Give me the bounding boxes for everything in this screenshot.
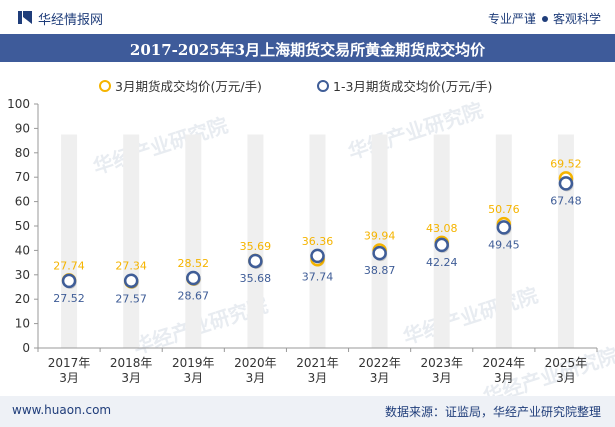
column-band (123, 134, 140, 348)
y-tick-label: 40 (15, 243, 30, 257)
data-label-march: 43.08 (426, 222, 458, 235)
column-band (247, 134, 264, 348)
data-label-march: 39.94 (364, 230, 396, 243)
y-tick-label: 10 (15, 317, 30, 331)
data-label-jan-mar: 28.67 (178, 289, 210, 302)
point-jan-mar (434, 237, 449, 253)
legend-label-march: 3月期货成交均价(万元/手) (115, 79, 262, 94)
footer-source: 数据来源：证监局，华经产业研究院整理 (384, 405, 601, 419)
column-band (61, 134, 78, 348)
x-tick-label: 2021年 (296, 356, 339, 370)
top-bar: 华经情报网 专业严谨 客观科学 (0, 0, 615, 34)
column-band (495, 134, 512, 348)
x-axis: 2017年3月2018年3月2019年3月2020年3月2021年3月2022年… (37, 347, 598, 385)
x-tick-label: 3月 (494, 371, 514, 385)
chart-legend: 3月期货成交均价(万元/手) 1-3月期货成交均价(万元/手) (0, 76, 615, 94)
data-label-march: 27.34 (115, 260, 147, 273)
data-label-jan-mar: 42.24 (426, 256, 458, 269)
title-bar: 2017-2025年3月上海期货交易所黄金期货成交均价 (0, 34, 615, 62)
point-jan-mar (496, 220, 512, 235)
x-tick-label: 3月 (308, 371, 328, 385)
slogan-left: 专业严谨 (487, 12, 536, 26)
x-tick-label: 3月 (432, 371, 452, 385)
point-jan-mar (248, 253, 263, 269)
data-label-march: 50.76 (488, 203, 520, 216)
x-tick-label: 2022年 (358, 356, 401, 370)
x-tick-label: 2024年 (483, 356, 526, 370)
data-label-jan-mar: 35.68 (240, 272, 272, 285)
data-points (61, 171, 574, 289)
data-label-jan-mar: 49.45 (488, 238, 520, 251)
data-label-jan-mar: 67.48 (550, 194, 582, 207)
column-band (309, 134, 326, 348)
x-tick-label: 2020年 (234, 356, 277, 370)
x-tick-label: 3月 (556, 371, 576, 385)
x-tick-label: 2025年 (545, 356, 588, 370)
y-axis: 0 10 20 30 40 50 60 70 80 90 100 (7, 97, 39, 355)
point-jan-mar (123, 273, 139, 288)
footer: www.huaon.com 数据来源：证监局，华经产业研究院整理 (0, 396, 615, 427)
x-tick-label: 2017年 (48, 356, 91, 370)
y-tick-label: 60 (15, 195, 30, 209)
x-tick-label: 3月 (370, 371, 390, 385)
footer-site: www.huaon.com (12, 403, 112, 417)
x-tick-label: 2023年 (420, 356, 463, 370)
point-jan-mar (372, 245, 387, 261)
slogan-dot-icon (541, 16, 548, 22)
brand-logo-icon (18, 11, 32, 24)
x-tick-label: 3月 (183, 371, 203, 385)
y-tick-label: 50 (15, 219, 30, 233)
chart-title: 2017-2025年3月上海期货交易所黄金期货成交均价 (129, 41, 486, 59)
brand-name: 华经情报网 (38, 13, 104, 28)
data-label-jan-mar: 27.57 (115, 292, 147, 305)
legend-item-march: 3月期货成交均价(万元/手) (99, 76, 262, 95)
data-label-march: 69.52 (550, 157, 582, 170)
y-tick-label: 100 (7, 97, 30, 111)
data-label-march: 28.52 (178, 257, 210, 270)
x-tick-label: 2019年 (172, 356, 215, 370)
x-tick-label: 2018年 (110, 356, 153, 370)
data-label-march: 27.74 (53, 259, 85, 272)
legend-marker-march-icon (99, 79, 111, 92)
data-label-jan-mar: 37.74 (302, 270, 334, 283)
slogan: 专业严谨 客观科学 (488, 10, 601, 27)
y-tick-label: 80 (15, 146, 30, 160)
legend-item-jan-mar: 1-3月期货成交均价(万元/手) (317, 76, 492, 95)
y-tick-label: 0 (22, 341, 30, 355)
legend-label-jan-mar: 1-3月期货成交均价(万元/手) (333, 79, 493, 94)
data-label-march: 36.36 (302, 235, 334, 248)
y-tick-label: 90 (15, 121, 30, 135)
point-jan-mar (61, 273, 77, 289)
point-jan-mar (558, 176, 574, 191)
data-label-march: 35.69 (240, 240, 272, 253)
y-tick-label: 20 (15, 292, 30, 306)
point-jan-mar (310, 248, 325, 264)
column-band (371, 134, 388, 348)
y-tick-label: 70 (15, 170, 30, 184)
column-band (185, 134, 202, 348)
data-label-jan-mar: 27.52 (53, 292, 85, 305)
x-tick-label: 3月 (59, 371, 79, 385)
legend-marker-jan-mar-icon (317, 79, 329, 92)
slogan-right: 客观科学 (552, 12, 601, 26)
y-tick-label: 30 (15, 268, 30, 282)
data-label-jan-mar: 38.87 (364, 264, 396, 277)
data-labels: 27.74 27.52 27.34 27.57 28.52 28.67 35.69 35.68… (53, 157, 581, 305)
x-tick-label: 3月 (121, 371, 141, 385)
point-jan-mar (186, 270, 201, 286)
x-tick-label: 3月 (246, 371, 266, 385)
